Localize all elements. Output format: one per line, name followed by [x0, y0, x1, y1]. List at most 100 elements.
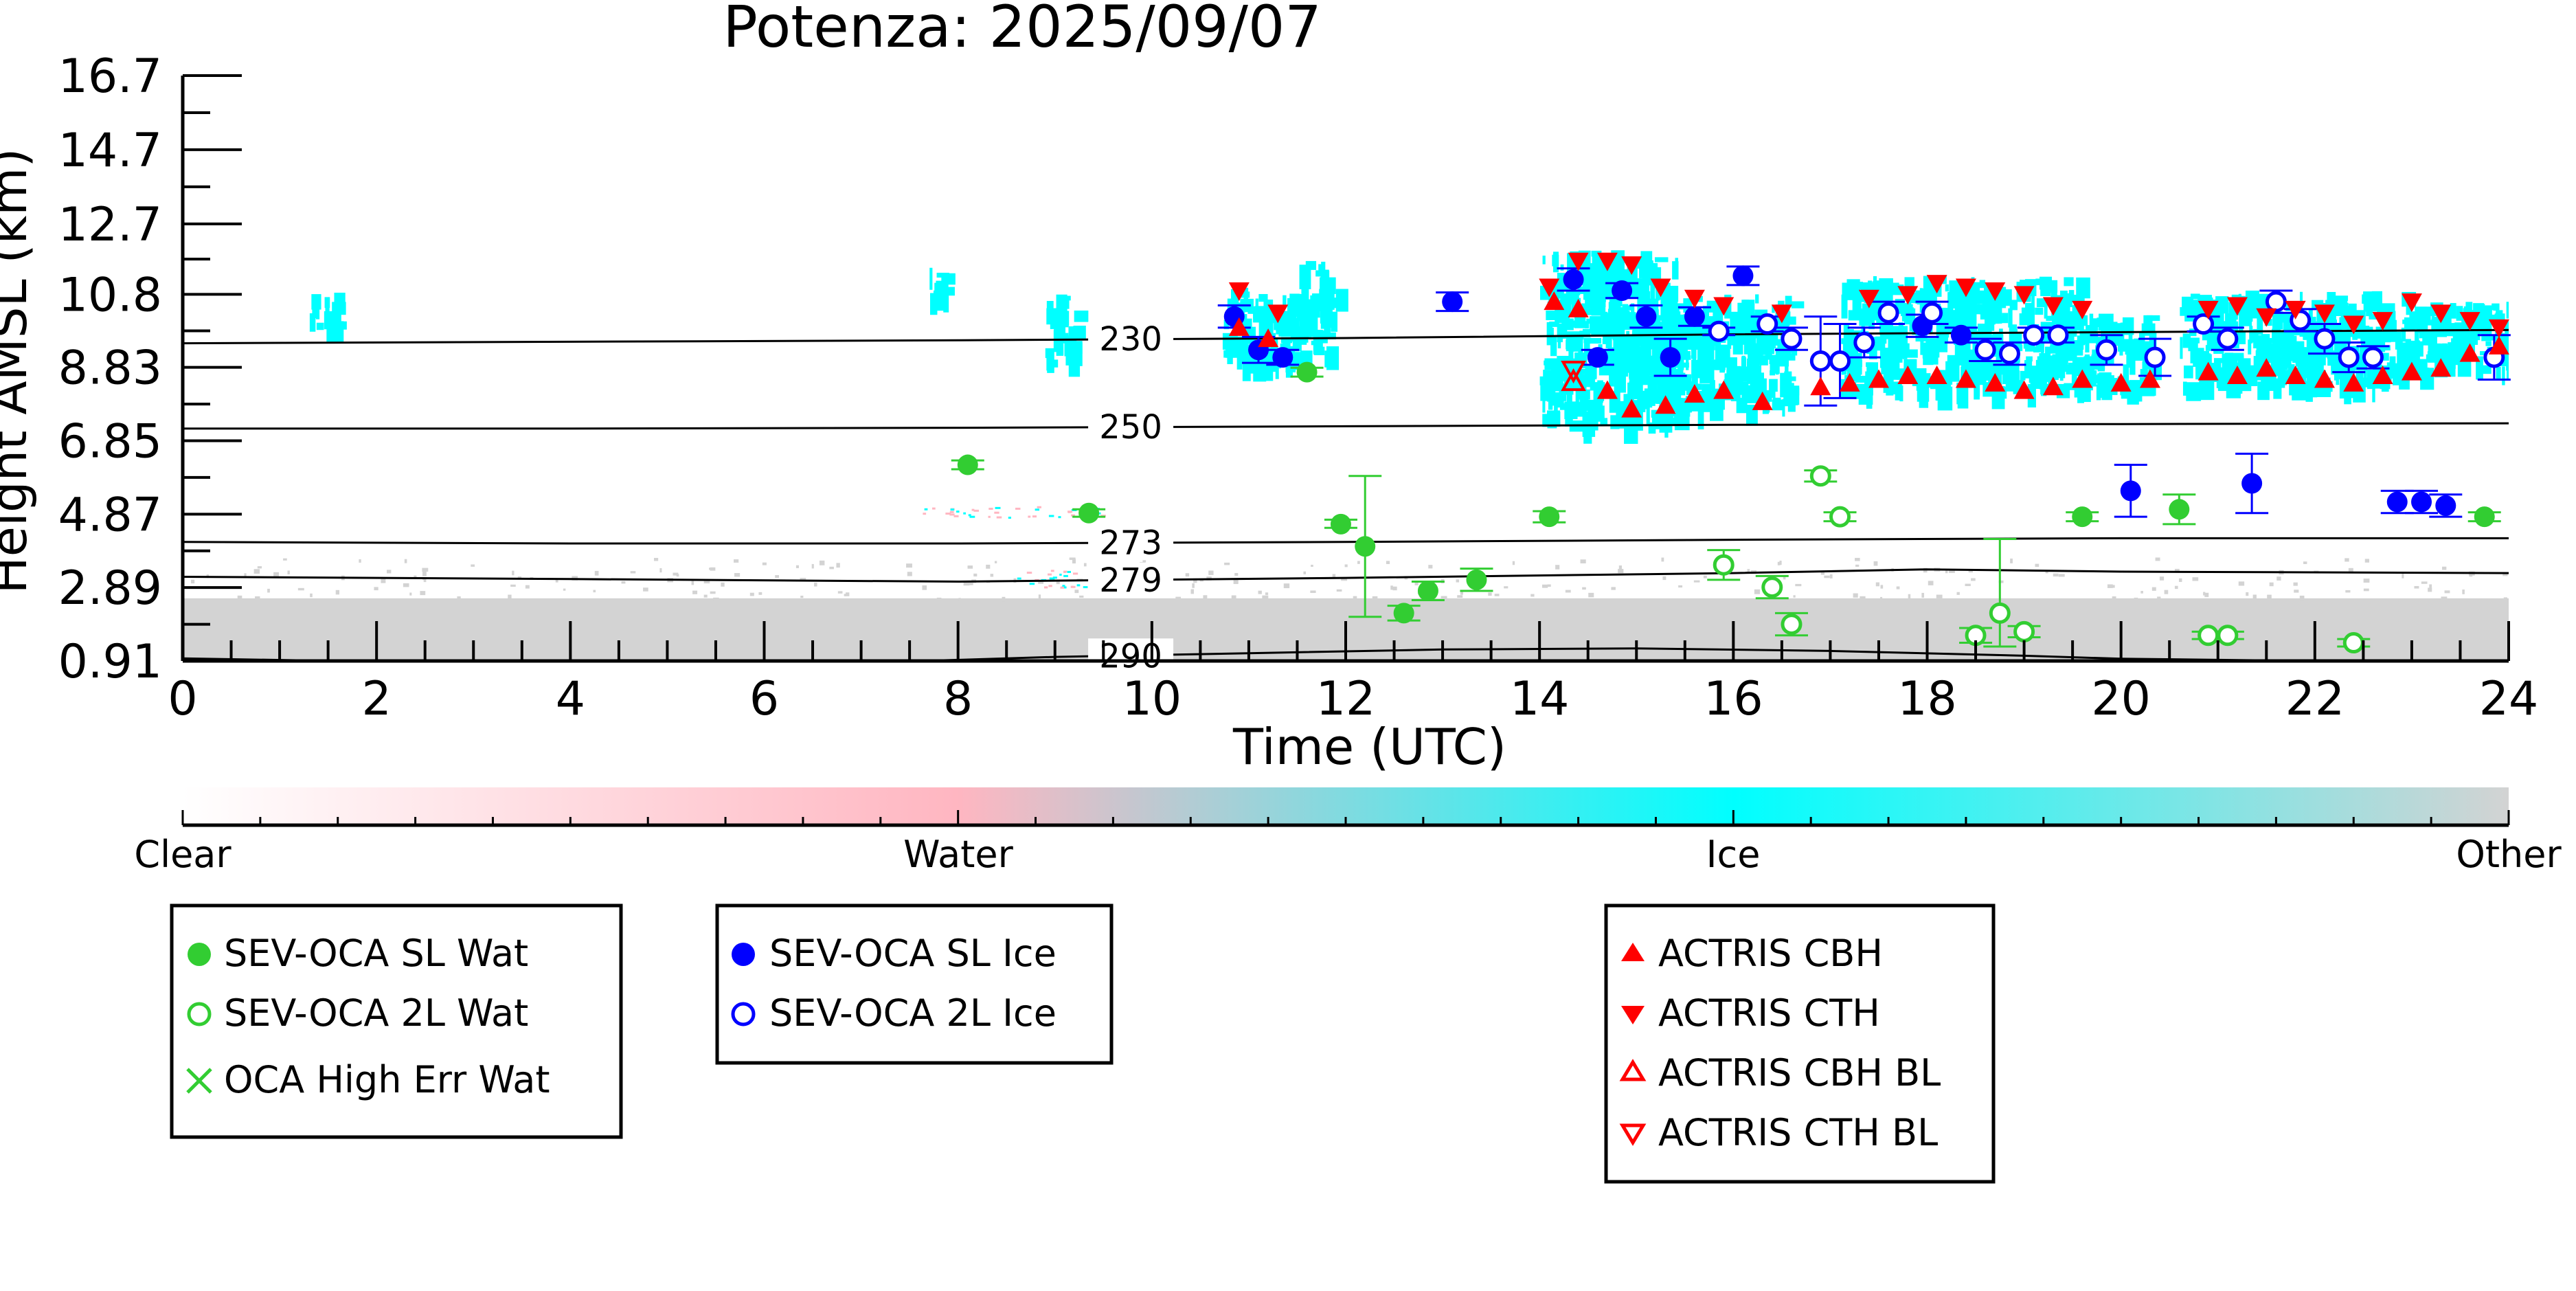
- ice-cloud-patch: [2134, 338, 2143, 355]
- other-speck: [963, 581, 970, 586]
- sev-oca-sl-ice-point: [2120, 480, 2141, 502]
- ice-cloud-patch: [1618, 322, 1628, 328]
- other-speck: [643, 587, 648, 592]
- ice-cloud-patch: [1567, 253, 1571, 276]
- ice-cloud-patch: [1242, 358, 1251, 381]
- ice-cloud-patch: [2397, 361, 2404, 383]
- ice-cloud-patch: [1791, 347, 1798, 356]
- ice-cloud-patch: [1590, 357, 1597, 379]
- other-speck: [973, 573, 978, 577]
- y-tick-label: 10.8: [58, 268, 162, 322]
- sev-oca-2l-wat-point: [1781, 614, 1803, 636]
- other-speck: [1678, 585, 1683, 588]
- ice-cloud-patch: [2094, 374, 2098, 383]
- actris-cbh-point: [1868, 369, 1889, 388]
- other-speck: [2345, 590, 2351, 593]
- ice-cloud-patch: [2050, 346, 2055, 352]
- ice-cloud-patch: [2272, 381, 2285, 388]
- other-speck: [2348, 568, 2353, 572]
- ice-cloud-patch: [1070, 342, 1083, 366]
- sev-oca-2l-wat-point: [1989, 602, 2011, 624]
- ice-cloud-patch: [1972, 282, 1985, 288]
- ice-cloud-patch: [2049, 280, 2058, 293]
- other-speck: [2238, 581, 2245, 586]
- ice-cloud-patch: [1940, 307, 1954, 333]
- ice-cloud-patch: [1920, 330, 1924, 355]
- ice-cloud-patch: [1575, 390, 1579, 412]
- other-speck: [691, 581, 694, 585]
- ice-cloud-patch: [2384, 345, 2391, 350]
- isotherm-lines: [183, 328, 2509, 661]
- legend-ice-frame: [715, 903, 1114, 1065]
- ice-cloud-patch: [2358, 352, 2365, 371]
- other-speck: [422, 568, 429, 572]
- other-speck: [1824, 575, 1830, 579]
- ice-cloud-patch: [2405, 339, 2411, 359]
- other-speck: [1703, 575, 1707, 579]
- ice-cloud-patch: [934, 282, 942, 298]
- sev-oca-2l-ice-point: [1829, 350, 1851, 372]
- ice-cloud-patch: [2379, 352, 2389, 361]
- other-speck: [721, 582, 725, 587]
- other-speck: [2299, 595, 2305, 600]
- sev-oca-sl-ice-point: [2435, 495, 2456, 516]
- ice-cloud-patch: [2301, 369, 2307, 383]
- ice-cloud-patch: [1583, 339, 1590, 356]
- ice-cloud-patch: [1735, 366, 1741, 373]
- other-speck: [1488, 592, 1492, 596]
- other-speck: [1460, 591, 1463, 595]
- other-speck: [1332, 574, 1336, 579]
- ice-cloud-patch: [1074, 311, 1089, 322]
- other-speck: [1896, 586, 1900, 590]
- ice-cloud-patch: [1065, 299, 1070, 309]
- other-speck: [2058, 574, 2065, 577]
- water-speck: [1049, 577, 1055, 580]
- sev-oca-sl-ice-point: [1587, 347, 1608, 368]
- other-speck: [836, 563, 840, 568]
- other-speck: [2502, 573, 2508, 576]
- other-speck: [2112, 596, 2116, 600]
- ice-cloud-patch: [1741, 381, 1749, 400]
- sev-oca-2l-ice-point: [2193, 313, 2215, 335]
- water-speck: [988, 508, 993, 510]
- ice-cloud-patch: [1730, 311, 1739, 336]
- ice-cloud-patch: [1609, 374, 1614, 387]
- water-speck: [1061, 586, 1067, 589]
- other-speck: [1875, 582, 1879, 587]
- water-speck: [995, 506, 1001, 509]
- legend-ice: SEV-OCA SL Ice SEV-OCA 2L Ice: [715, 903, 1114, 1065]
- ice-cloud-patch: [1958, 286, 1965, 306]
- ice-cloud-patch: [1227, 356, 1233, 364]
- ice-cloud-patch: [2505, 320, 2509, 345]
- other-speck: [1303, 571, 1306, 574]
- ice-cloud-patch: [1068, 326, 1083, 341]
- sev-oca-sl-ice-point: [1442, 291, 1463, 313]
- other-speck: [1002, 596, 1006, 602]
- y-tick-label: 14.7: [58, 124, 162, 178]
- water-speck: [1067, 570, 1071, 573]
- sev-oca-2l-wat-point: [1713, 554, 1735, 576]
- other-speck: [1069, 557, 1076, 560]
- other-speck: [1588, 592, 1594, 598]
- other-speck: [2107, 584, 2113, 588]
- ice-cloud-patch: [1747, 358, 1755, 379]
- other-speck: [257, 566, 262, 569]
- water-speck: [1063, 574, 1068, 577]
- ice-cloud-patch: [1760, 355, 1768, 366]
- ice-cloud-patch: [1748, 331, 1755, 349]
- other-speck: [422, 571, 427, 576]
- actris-cbh-point: [2042, 377, 2064, 396]
- water-speck: [1050, 570, 1054, 572]
- ice-cloud-patch: [1666, 417, 1675, 426]
- other-speck: [2164, 590, 2169, 594]
- ice-cloud-patch: [2312, 344, 2320, 353]
- actris-cth-point: [2343, 315, 2364, 335]
- water-speck: [1037, 506, 1041, 508]
- water-speck: [963, 512, 966, 515]
- ice-cloud-patch: [1686, 351, 1691, 358]
- ice-cloud-patch: [2256, 335, 2268, 357]
- ice-cloud-patch: [1258, 316, 1264, 339]
- other-speck: [508, 594, 512, 600]
- y-tick-label: 8.83: [58, 341, 162, 396]
- x-tick-label: 12: [1316, 672, 1376, 726]
